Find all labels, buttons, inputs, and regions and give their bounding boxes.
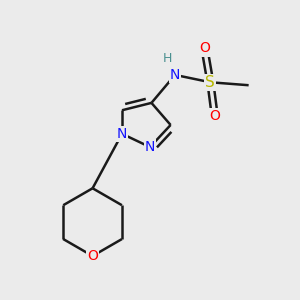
Text: N: N	[117, 127, 127, 141]
Text: N: N	[145, 140, 155, 154]
Text: S: S	[206, 75, 215, 90]
Text: O: O	[199, 41, 210, 56]
Text: O: O	[209, 109, 220, 123]
Text: O: O	[87, 249, 98, 263]
Text: H: H	[163, 52, 172, 65]
Text: N: N	[170, 68, 180, 82]
